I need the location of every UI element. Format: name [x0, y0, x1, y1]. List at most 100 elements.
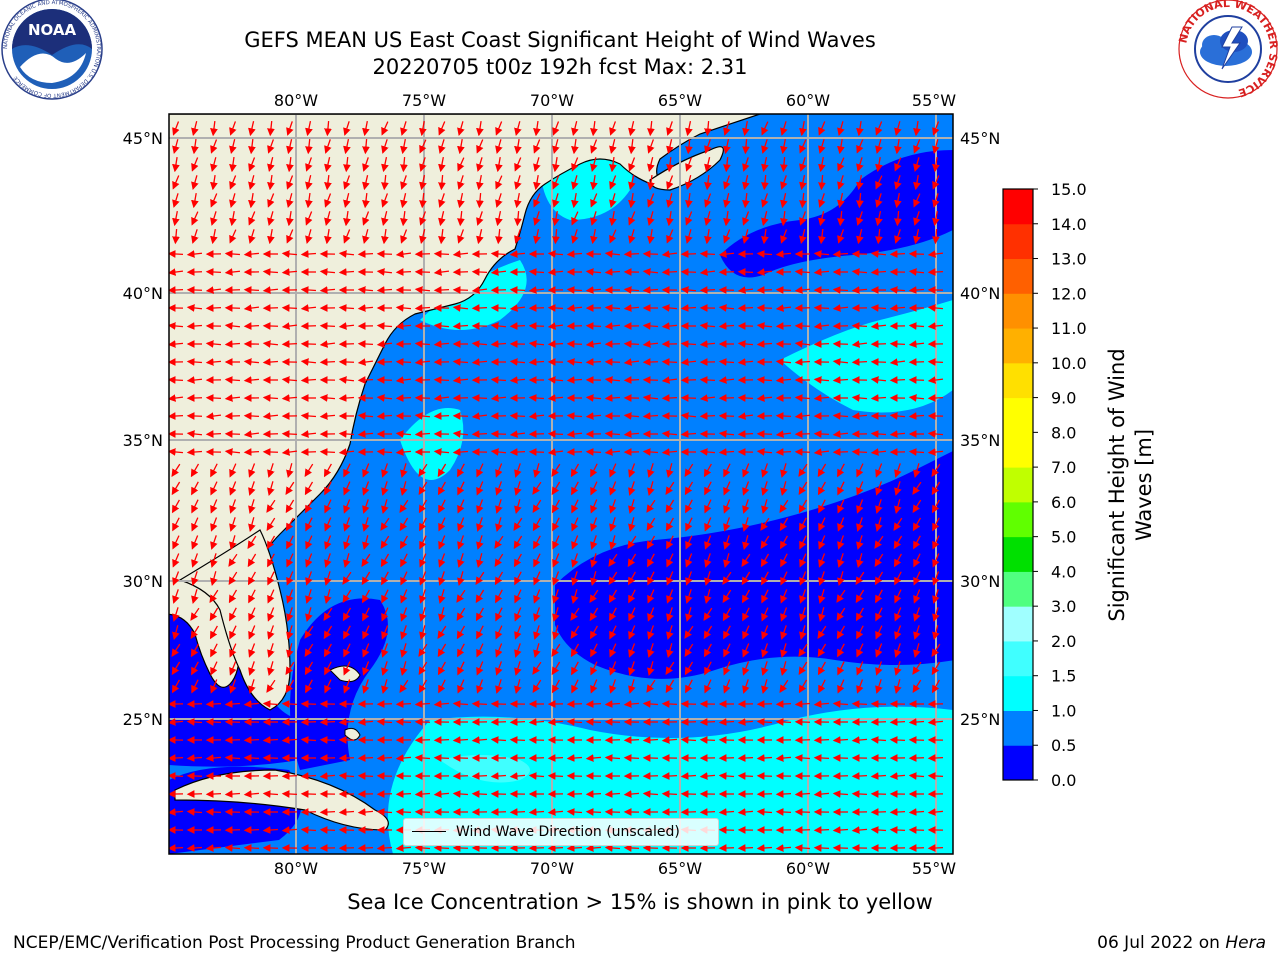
wave-direction-arrow — [813, 736, 830, 744]
wave-direction-arrow — [210, 517, 218, 532]
wave-direction-arrow — [832, 430, 849, 438]
wave-direction-arrow — [362, 499, 370, 514]
wave-direction-arrow — [476, 229, 484, 245]
wave-direction-arrow — [742, 121, 750, 137]
wave-direction-arrow — [813, 304, 830, 312]
wave-direction-arrow — [585, 448, 602, 456]
wave-direction-arrow — [457, 138, 465, 155]
wave-direction-arrow — [775, 790, 792, 798]
wave-direction-arrow — [266, 535, 276, 550]
wave-direction-arrow — [171, 481, 181, 496]
wave-direction-arrow — [514, 193, 522, 209]
colorbar-swatch — [1003, 710, 1033, 746]
wave-direction-arrow — [438, 535, 446, 550]
wave-direction-arrow — [514, 175, 522, 190]
wave-direction-arrow — [775, 304, 792, 312]
wave-direction-arrow — [704, 157, 712, 173]
wave-direction-arrow — [775, 286, 792, 294]
wave-direction-arrow — [343, 517, 351, 532]
wave-direction-arrow — [832, 250, 849, 258]
wave-direction-arrow — [243, 376, 260, 384]
wave-direction-arrow — [457, 535, 465, 550]
wave-direction-arrow — [775, 808, 792, 816]
wave-direction-arrow — [723, 517, 731, 532]
wave-direction-arrow — [305, 553, 313, 568]
wave-direction-arrow — [490, 268, 507, 276]
wave-direction-arrow — [889, 736, 906, 744]
wave-direction-arrow — [433, 250, 450, 258]
wave-direction-arrow — [832, 412, 849, 420]
wave-direction-arrow — [319, 286, 336, 294]
wave-direction-arrow — [338, 448, 355, 456]
wave-direction-arrow — [780, 463, 788, 478]
wave-direction-arrow — [433, 412, 450, 420]
wave-direction-arrow — [856, 535, 864, 550]
wave-direction-arrow — [628, 192, 636, 209]
wave-direction-arrow — [547, 376, 564, 384]
wave-direction-arrow — [723, 139, 731, 155]
wave-direction-arrow — [191, 211, 199, 226]
wave-direction-arrow — [343, 121, 351, 136]
wave-direction-arrow — [324, 499, 332, 514]
wave-direction-arrow — [205, 430, 222, 438]
wave-direction-arrow — [552, 211, 560, 227]
wave-direction-arrow — [362, 157, 370, 172]
wave-direction-arrow — [381, 481, 389, 496]
wave-direction-arrow — [547, 268, 564, 276]
wave-direction-arrow — [718, 448, 735, 456]
wave-direction-arrow — [913, 535, 921, 550]
wave-direction-arrow — [723, 175, 731, 190]
wave-direction-arrow — [381, 174, 389, 191]
wave-direction-arrow — [267, 228, 275, 245]
colorbar-tick-label: 1.5 — [1051, 667, 1076, 686]
wave-direction-arrow — [680, 358, 697, 366]
wave-direction-arrow — [362, 535, 370, 551]
wave-direction-arrow — [628, 499, 636, 514]
wave-direction-arrow — [604, 376, 621, 384]
wave-direction-arrow — [476, 211, 484, 226]
wave-direction-arrow — [281, 772, 298, 780]
wave-direction-arrow — [718, 430, 735, 438]
lon-label: 80°W — [274, 859, 318, 878]
wave-direction-arrow — [571, 499, 579, 514]
wave-direction-arrow — [609, 463, 617, 478]
wave-direction-arrow — [495, 517, 503, 532]
wave-direction-arrow — [799, 120, 807, 137]
wave-direction-arrow — [286, 121, 294, 136]
lon-label: 60°W — [786, 91, 830, 110]
wave-direction-arrow — [585, 718, 602, 726]
wave-direction-arrow — [817, 463, 827, 478]
wave-direction-arrow — [646, 517, 656, 532]
wave-direction-arrow — [704, 535, 712, 550]
wave-direction-arrow — [646, 499, 656, 513]
wave-direction-arrow — [780, 121, 788, 136]
wave-direction-arrow — [528, 286, 545, 294]
wave-direction-arrow — [224, 394, 241, 402]
map-legend: Wind Wave Direction (unscaled) — [403, 818, 719, 846]
wave-direction-arrow — [889, 826, 906, 834]
wave-direction-arrow — [452, 376, 469, 384]
wave-direction-arrow — [837, 535, 845, 550]
wave-direction-arrow — [248, 229, 256, 244]
lon-label: 80°W — [274, 91, 318, 110]
wave-direction-arrow — [281, 304, 298, 312]
wave-direction-arrow — [737, 430, 754, 438]
wave-direction-arrow — [571, 157, 579, 172]
wave-direction-arrow — [509, 808, 526, 816]
wave-direction-arrow — [894, 229, 902, 244]
wave-direction-arrow — [642, 448, 659, 456]
wave-direction-arrow — [552, 139, 560, 155]
wave-direction-arrow — [590, 229, 598, 245]
wave-direction-arrow — [623, 844, 640, 852]
wave-direction-arrow — [628, 517, 636, 533]
wave-direction-arrow — [457, 175, 465, 190]
wave-direction-arrow — [851, 412, 868, 420]
lat-label: 25°N — [123, 710, 163, 729]
wave-direction-arrow — [191, 517, 199, 532]
wave-direction-arrow — [286, 210, 294, 227]
wave-direction-arrow — [856, 157, 864, 172]
wave-direction-arrow — [760, 517, 770, 531]
wave-direction-arrow — [343, 463, 351, 478]
wave-direction-arrow — [533, 120, 541, 137]
wave-direction-arrow — [490, 322, 507, 330]
